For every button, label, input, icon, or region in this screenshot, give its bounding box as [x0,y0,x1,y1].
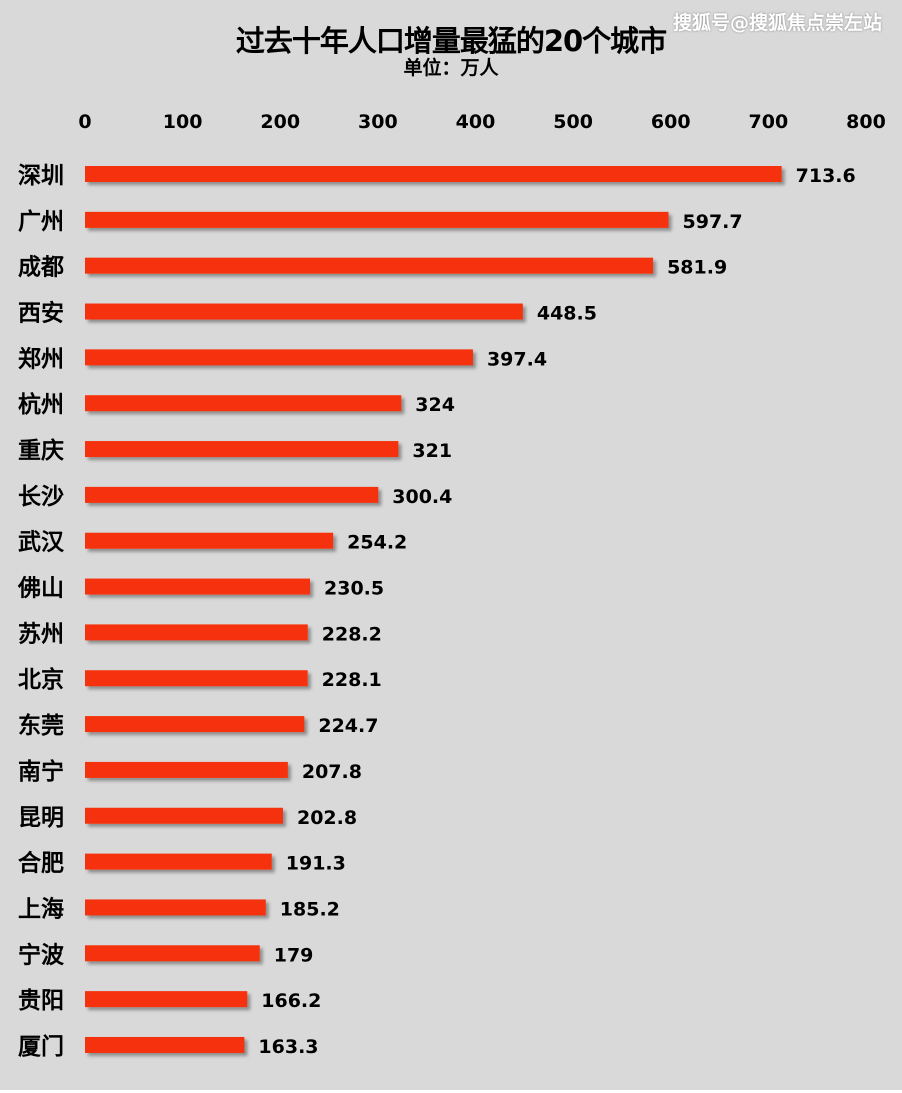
data-label: 163.3 [258,1036,318,1058]
category-label: 北京 [18,666,64,693]
category-label: 武汉 [18,530,65,556]
bar [85,624,308,641]
category-label: 成都 [18,255,64,281]
bar [85,211,669,228]
x-tick-label: 500 [553,111,593,133]
data-label: 254.2 [347,532,407,554]
data-label: 228.1 [322,669,382,691]
x-tick-label: 600 [651,111,691,133]
bar [85,1036,245,1053]
data-label: 713.6 [796,165,856,187]
bottom-border [0,1090,902,1093]
category-label: 苏州 [18,621,64,647]
bar [85,578,311,595]
data-label: 202.8 [297,807,357,829]
category-label: 杭州 [18,391,64,418]
x-tick-label: 800 [846,111,886,133]
bar [85,716,305,733]
data-label: 166.2 [261,990,321,1012]
bar [85,486,379,503]
category-label: 昆明 [18,805,64,831]
bar [85,853,272,870]
data-label: 581.9 [667,257,727,279]
data-label: 224.7 [318,715,378,737]
x-tick-label: 300 [358,111,398,133]
bar [85,441,399,458]
chart-subtitle: 单位：万人 [403,57,499,79]
category-label: 广州 [18,208,64,235]
data-label: 324 [415,394,455,416]
category-label: 贵阳 [18,988,64,1014]
x-tick-label: 700 [749,111,789,133]
x-tick-label: 0 [78,111,91,133]
bar [85,761,288,778]
category-label: 南宁 [18,758,64,785]
bar [85,303,523,320]
category-label: 上海 [18,895,64,922]
x-tick-label: 200 [260,111,300,133]
data-label: 179 [274,944,314,966]
data-label: 230.5 [324,578,384,600]
x-tick-label: 100 [163,111,203,133]
category-label: 重庆 [18,437,64,464]
data-label: 207.8 [302,761,362,783]
bar [85,395,402,412]
category-label: 西安 [18,300,64,327]
bar [85,945,260,962]
bar [85,532,334,549]
category-label: 郑州 [18,346,64,372]
chart-title: 过去十年人口增量最猛的20个城市 [235,24,667,58]
bar [85,257,654,274]
data-label: 228.2 [322,623,382,645]
category-label: 宁波 [18,941,65,968]
watermark: 搜狐号@搜狐焦点崇左站 [672,12,882,34]
bar [85,807,283,824]
data-label: 597.7 [683,211,743,233]
category-label: 合肥 [18,850,64,877]
bar [85,349,473,366]
x-tick-label: 400 [456,111,496,133]
data-label: 300.4 [392,486,452,508]
data-label: 448.5 [537,303,597,325]
data-label: 397.4 [487,348,547,370]
category-label: 佛山 [17,576,64,602]
bar [85,670,308,687]
category-label: 厦门 [18,1033,64,1060]
bar [85,899,266,916]
category-label: 东莞 [18,712,64,739]
data-label: 191.3 [286,853,346,875]
data-label: 321 [412,440,452,462]
category-label: 深圳 [18,163,64,189]
bar [85,991,248,1008]
category-label: 长沙 [18,484,64,510]
data-label: 185.2 [280,898,340,920]
bar [85,166,782,182]
